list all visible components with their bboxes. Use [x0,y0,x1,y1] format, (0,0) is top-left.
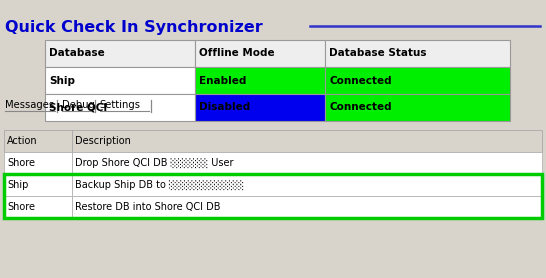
Bar [195,40,325,67]
Bar [4,174,542,218]
Text: Drop Shore QCI DB ░░░░░ User: Drop Shore QCI DB ░░░░░ User [75,158,234,168]
Text: Ship: Ship [49,76,75,86]
Bar [45,67,195,94]
Bar [72,130,542,152]
Text: Shore: Shore [7,158,35,168]
Bar [72,152,542,174]
Text: Enabled: Enabled [199,76,246,86]
Bar [195,67,325,94]
Text: Shore QCI: Shore QCI [49,103,107,113]
Bar [4,174,72,196]
Text: Offline Mode: Offline Mode [199,48,275,58]
Bar [325,94,510,121]
Text: Connected: Connected [329,103,391,113]
Text: Database Status: Database Status [329,48,426,58]
Text: Restore DB into Shore QCI DB: Restore DB into Shore QCI DB [75,202,221,212]
Bar [45,40,195,67]
Text: Ship: Ship [7,180,28,190]
Text: Database: Database [49,48,105,58]
Text: Messages: Messages [5,100,54,110]
Text: Shore: Shore [7,202,35,212]
Text: Quick Check In Synchronizer: Quick Check In Synchronizer [5,20,263,35]
Bar [4,196,72,218]
Bar [4,152,72,174]
Text: Backup Ship DB to ░░░░░░░░░░: Backup Ship DB to ░░░░░░░░░░ [75,180,244,190]
Bar [325,40,510,67]
Text: Connected: Connected [329,76,391,86]
Text: Disabled: Disabled [199,103,250,113]
Bar [4,130,72,152]
Text: Debug: Debug [62,100,94,110]
Text: Settings: Settings [99,100,141,110]
Bar [72,174,542,196]
Bar [325,67,510,94]
Text: Action: Action [7,136,38,146]
Bar [72,196,542,218]
Bar [45,94,195,121]
Text: Description: Description [75,136,131,146]
Bar [195,94,325,121]
